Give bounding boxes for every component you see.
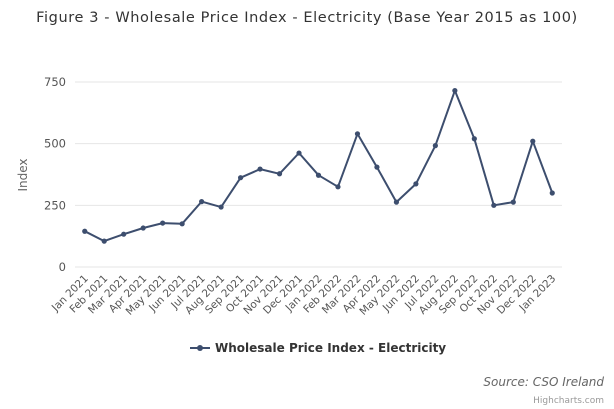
data-point[interactable] xyxy=(199,199,205,205)
credits-link[interactable]: Highcharts.com xyxy=(533,396,604,406)
data-point[interactable] xyxy=(393,199,400,205)
data-point[interactable] xyxy=(491,202,497,208)
data-point[interactable] xyxy=(140,225,146,231)
data-point[interactable] xyxy=(354,131,361,137)
y-tick-label: 750 xyxy=(44,75,66,89)
y-tick-label: 250 xyxy=(44,198,66,212)
gridlines xyxy=(75,81,562,268)
y-tick-label: 0 xyxy=(59,260,66,274)
y-axis-ticks: 0 250 500 750 xyxy=(44,75,66,274)
data-point[interactable] xyxy=(530,138,536,144)
data-point[interactable] xyxy=(374,164,380,170)
data-point[interactable] xyxy=(471,136,477,142)
legend-marker xyxy=(197,345,203,351)
series-line xyxy=(84,89,554,243)
data-point[interactable] xyxy=(121,231,127,237)
source-note: Source: CSO Ireland xyxy=(483,375,604,389)
legend[interactable]: Wholesale Price Index - Electricity xyxy=(190,341,446,355)
data-point[interactable] xyxy=(276,171,283,177)
data-point[interactable] xyxy=(452,88,458,94)
y-axis-title: Index xyxy=(16,158,30,191)
data-point[interactable] xyxy=(432,143,438,149)
data-point[interactable] xyxy=(549,190,555,196)
y-tick-label: 500 xyxy=(44,137,66,151)
data-point[interactable] xyxy=(160,220,166,226)
data-point[interactable] xyxy=(257,166,263,172)
data-point[interactable] xyxy=(218,204,224,210)
data-point[interactable] xyxy=(101,238,107,244)
data-point[interactable] xyxy=(82,228,88,234)
chart-title: Figure 3 - Wholesale Price Index - Elect… xyxy=(36,10,578,26)
data-point[interactable] xyxy=(335,184,341,190)
data-point[interactable] xyxy=(315,172,322,178)
data-point[interactable] xyxy=(179,221,185,227)
series-group xyxy=(82,88,555,244)
data-point[interactable] xyxy=(237,175,244,181)
data-point[interactable] xyxy=(510,199,516,205)
data-point[interactable] xyxy=(296,150,302,156)
legend-label[interactable]: Wholesale Price Index - Electricity xyxy=(215,341,446,355)
data-point[interactable] xyxy=(413,181,419,187)
